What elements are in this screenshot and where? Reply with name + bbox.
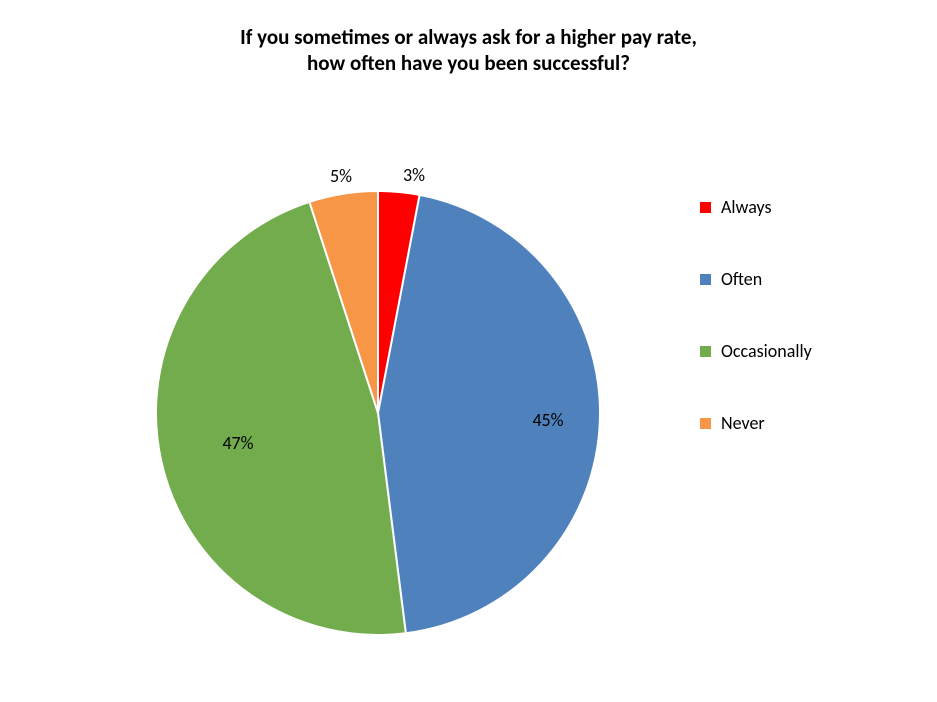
legend-label-never: Never bbox=[721, 412, 765, 434]
slice-label-occasionally: 47% bbox=[222, 432, 253, 454]
legend: Always Often Occasionally Never bbox=[700, 196, 812, 434]
slice-label-often: 45% bbox=[532, 409, 563, 431]
legend-swatch-always bbox=[700, 202, 711, 213]
legend-swatch-often bbox=[700, 274, 711, 285]
legend-item-never: Never bbox=[700, 412, 812, 434]
slice-label-always: 3% bbox=[403, 164, 425, 186]
legend-swatch-occasionally bbox=[700, 346, 711, 357]
legend-item-occasionally: Occasionally bbox=[700, 340, 812, 362]
pie-slice-often bbox=[378, 195, 600, 633]
legend-label-always: Always bbox=[721, 196, 772, 218]
slice-label-never: 5% bbox=[330, 165, 352, 187]
legend-swatch-never bbox=[700, 418, 711, 429]
legend-item-often: Often bbox=[700, 268, 812, 290]
legend-item-always: Always bbox=[700, 196, 812, 218]
legend-label-often: Often bbox=[721, 268, 762, 290]
legend-label-occasionally: Occasionally bbox=[721, 340, 812, 362]
